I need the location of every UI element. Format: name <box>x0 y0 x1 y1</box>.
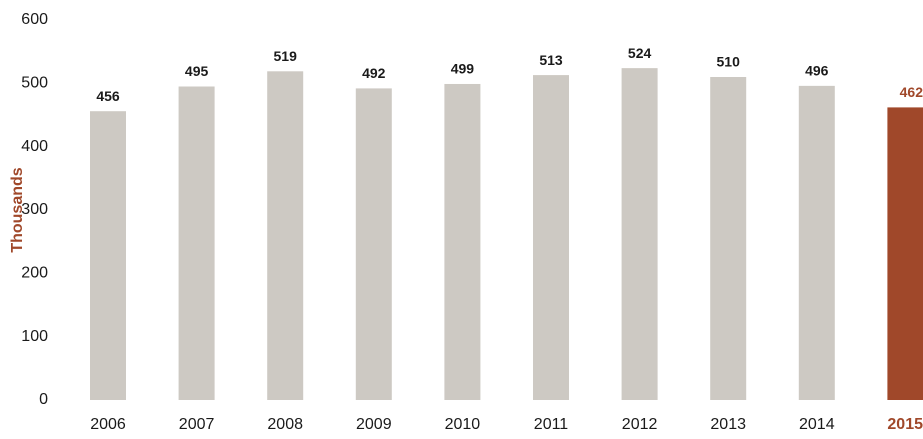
x-tick-label: 2011 <box>534 416 569 433</box>
value-label: 499 <box>451 61 475 77</box>
value-label: 462 <box>900 84 923 100</box>
value-label: 510 <box>717 54 741 70</box>
bar <box>887 107 923 401</box>
bar <box>178 86 215 400</box>
y-tick-label: 600 <box>21 11 48 28</box>
x-tick-label: 2015 <box>887 416 923 433</box>
x-tick-label: 2012 <box>622 416 658 433</box>
bar <box>533 75 569 400</box>
bar <box>621 68 658 400</box>
y-tick-label: 200 <box>21 265 48 282</box>
value-label: 492 <box>362 65 386 81</box>
x-tick-label: 2007 <box>179 416 215 433</box>
bar <box>90 111 126 400</box>
bar <box>355 88 392 401</box>
x-tick-label: 2013 <box>710 416 746 433</box>
y-tick-label: 100 <box>21 328 48 345</box>
value-label: 513 <box>539 52 563 68</box>
bar <box>798 85 835 400</box>
y-tick-label: 400 <box>21 138 48 155</box>
value-label: 456 <box>96 88 120 104</box>
y-tick-label: 500 <box>21 75 48 92</box>
value-label: 519 <box>274 48 298 64</box>
y-tick-label: 300 <box>21 201 48 218</box>
value-label: 524 <box>628 45 652 61</box>
x-tick-label: 2014 <box>799 416 835 433</box>
value-label: 495 <box>185 63 209 79</box>
value-label: 496 <box>805 63 829 79</box>
bar <box>710 77 747 400</box>
x-tick-label: 2006 <box>90 416 126 433</box>
x-tick-label: 2009 <box>356 416 392 433</box>
bar <box>267 71 304 401</box>
bar <box>444 83 481 400</box>
y-tick-label: 0 <box>39 391 48 408</box>
x-tick-label: 2010 <box>445 416 481 433</box>
x-tick-label: 2008 <box>267 416 303 433</box>
y-axis-label: Thousands <box>9 167 26 252</box>
